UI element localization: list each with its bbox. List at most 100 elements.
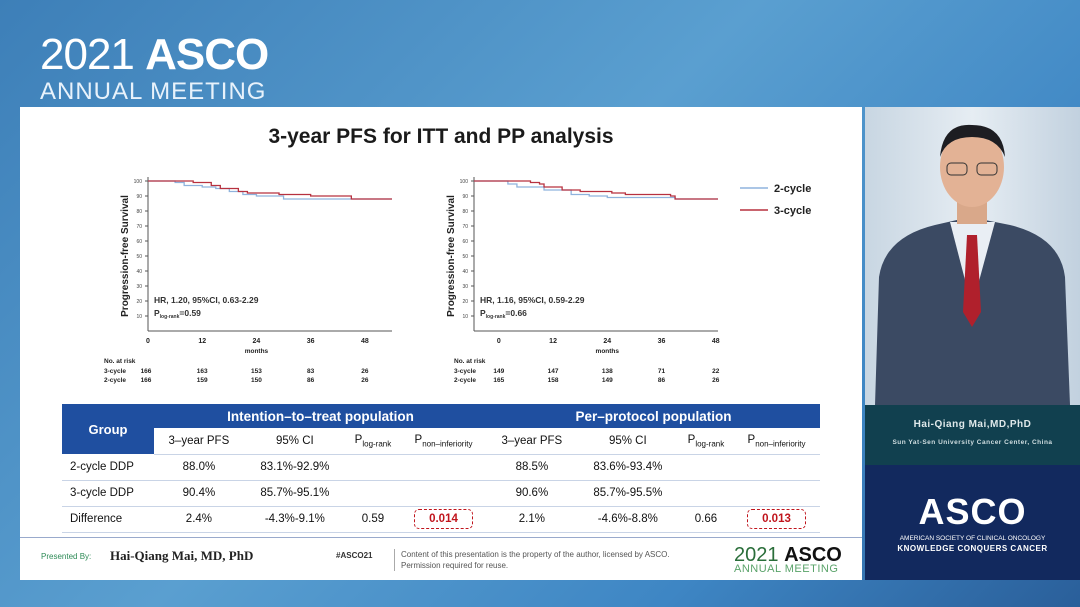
- x-axis-label: months: [245, 348, 269, 355]
- notice-line-1: Content of this presentation is the prop…: [401, 550, 670, 559]
- footer-logo-sub: ANNUAL MEETING: [734, 563, 839, 575]
- y-axis-label: Progression-free Survival: [120, 195, 131, 317]
- plog-header: Plog-rank: [678, 428, 733, 455]
- itt-header: Intention–to–treat population: [154, 404, 487, 428]
- at-risk-value: 166: [141, 368, 152, 375]
- x-axis-label: months: [596, 348, 620, 355]
- col-header: 3–year PFS: [154, 428, 244, 455]
- p-part: =0.66: [505, 308, 527, 318]
- at-risk-label: No. at risk: [104, 358, 136, 365]
- at-risk-row-name: 3-cycle: [104, 368, 126, 375]
- footer-logo-year: 2021: [734, 544, 779, 566]
- hr-annotation: HR, 1.20, 95%CI, 0.63-2.29: [154, 295, 259, 305]
- at-risk-value: 86: [307, 377, 315, 384]
- p-part: P: [154, 308, 160, 318]
- at-risk-value: 26: [712, 377, 720, 384]
- table-row: Difference 2.4% -4.3%-9.1% 0.59 0.014 2.1% -4.…: [62, 506, 820, 533]
- pni-sub: non–inferiority: [755, 438, 806, 448]
- y-tick-label: 30: [462, 284, 468, 290]
- p-part: =0.59: [179, 308, 201, 318]
- at-risk-row-name: 2-cycle: [454, 377, 476, 384]
- y-tick-label: 90: [462, 194, 468, 200]
- highlighted-p-value: 0.014: [414, 509, 473, 529]
- pfs-table: Group Intention–to–treat population Per–…: [62, 404, 820, 533]
- at-risk-label: No. at risk: [454, 358, 486, 365]
- km-curve-2-cycle: [474, 180, 718, 200]
- cell: 0.59: [345, 506, 401, 533]
- y-tick-label: 10: [462, 314, 468, 320]
- slide-title: 3-year PFS for ITT and PP analysis: [268, 125, 614, 148]
- cell: 85.7%-95.1%: [243, 480, 346, 507]
- y-tick-label: 70: [462, 224, 468, 230]
- y-tick-label: 10: [136, 314, 142, 320]
- footer-logo: 2021 ASCO: [734, 544, 842, 567]
- at-risk-row-name: 2-cycle: [104, 377, 126, 384]
- at-risk-value: 22: [712, 368, 720, 375]
- at-risk-value: 166: [141, 377, 152, 384]
- cell: -4.3%-9.1%: [243, 506, 346, 533]
- cell: 0.013: [732, 506, 820, 533]
- y-axis-label: Progression-free Survival: [446, 195, 457, 317]
- cell: 83.6%-93.4%: [576, 454, 679, 481]
- row-label: 3-cycle DDP: [62, 480, 154, 507]
- cell: 85.7%-95.5%: [576, 480, 679, 507]
- at-risk-value: 86: [658, 377, 666, 384]
- cell: [400, 454, 487, 481]
- at-risk-value: 165: [493, 377, 504, 384]
- speaker-namebar: Hai-Qiang Mai,MD,PhD Sun Yat-Sen Univers…: [865, 405, 1080, 465]
- slide-footer: Presented By: Hai-Qiang Mai, MD, PhD #AS…: [20, 537, 862, 580]
- y-tick-label: 60: [136, 239, 142, 245]
- cell: [678, 454, 733, 481]
- at-risk-value: 149: [493, 368, 504, 375]
- at-risk-value: 158: [548, 377, 559, 384]
- at-risk-value: 26: [361, 368, 369, 375]
- asco-brand-name: ASCO: [918, 491, 1027, 532]
- y-tick-label: 40: [136, 269, 142, 275]
- p-part: log-rank: [160, 314, 180, 320]
- pni-sub: non–inferiority: [422, 438, 473, 448]
- legend-entry: 3-cycle: [774, 205, 811, 217]
- at-risk-value: 83: [307, 368, 315, 375]
- y-tick-label: 70: [136, 224, 142, 230]
- cell: 90.4%: [154, 480, 244, 507]
- col-header: 95% CI: [576, 428, 679, 455]
- plog-header: Plog-rank: [345, 428, 401, 455]
- table-row: 3-cycle DDP 90.4% 85.7%-95.1% 90.6% 85.7%-95…: [62, 480, 820, 507]
- cell: 83.1%-92.9%: [243, 454, 346, 481]
- y-tick-label: 20: [462, 299, 468, 305]
- cell: -4.6%-8.8%: [576, 506, 679, 533]
- y-tick-label: 50: [136, 254, 142, 260]
- at-risk-value: 71: [658, 368, 666, 375]
- y-tick-label: 50: [462, 254, 468, 260]
- cell: 0.014: [400, 506, 487, 533]
- x-tick-label: 0: [146, 338, 150, 345]
- at-risk-row-name: 3-cycle: [454, 368, 476, 375]
- speaker-name: Hai-Qiang Mai,MD,PhD: [913, 419, 1032, 430]
- cell: 88.0%: [154, 454, 244, 481]
- cell: [400, 480, 487, 507]
- notice-line-2: Permission required for reuse.: [401, 561, 509, 570]
- x-tick-label: 12: [198, 338, 206, 345]
- cell: [345, 454, 401, 481]
- cell: 2.4%: [154, 506, 244, 533]
- x-tick-label: 36: [307, 338, 315, 345]
- at-risk-value: 138: [602, 368, 613, 375]
- km-curve-3-cycle: [148, 180, 392, 200]
- cell: [678, 480, 733, 507]
- cell: 90.6%: [486, 480, 577, 507]
- row-label: 2-cycle DDP: [62, 454, 154, 481]
- y-tick-label: 80: [136, 209, 142, 215]
- asco-logo: 2021 ASCO: [40, 30, 269, 80]
- highlighted-p-value: 0.013: [747, 509, 806, 529]
- at-risk-value: 159: [197, 377, 208, 384]
- pni-header: Pnon–inferiority: [732, 428, 820, 455]
- pp-header: Per–protocol population: [486, 404, 820, 428]
- y-tick-label: 80: [462, 209, 468, 215]
- logo-subtitle: ANNUAL MEETING: [40, 78, 267, 105]
- footer-logo-name: ASCO: [784, 544, 842, 566]
- y-tick-label: 100: [134, 179, 143, 185]
- cell: 0.66: [678, 506, 733, 533]
- km-curve-3-cycle: [474, 180, 718, 200]
- presenter-name: Hai-Qiang Mai, MD, PhD: [110, 548, 254, 563]
